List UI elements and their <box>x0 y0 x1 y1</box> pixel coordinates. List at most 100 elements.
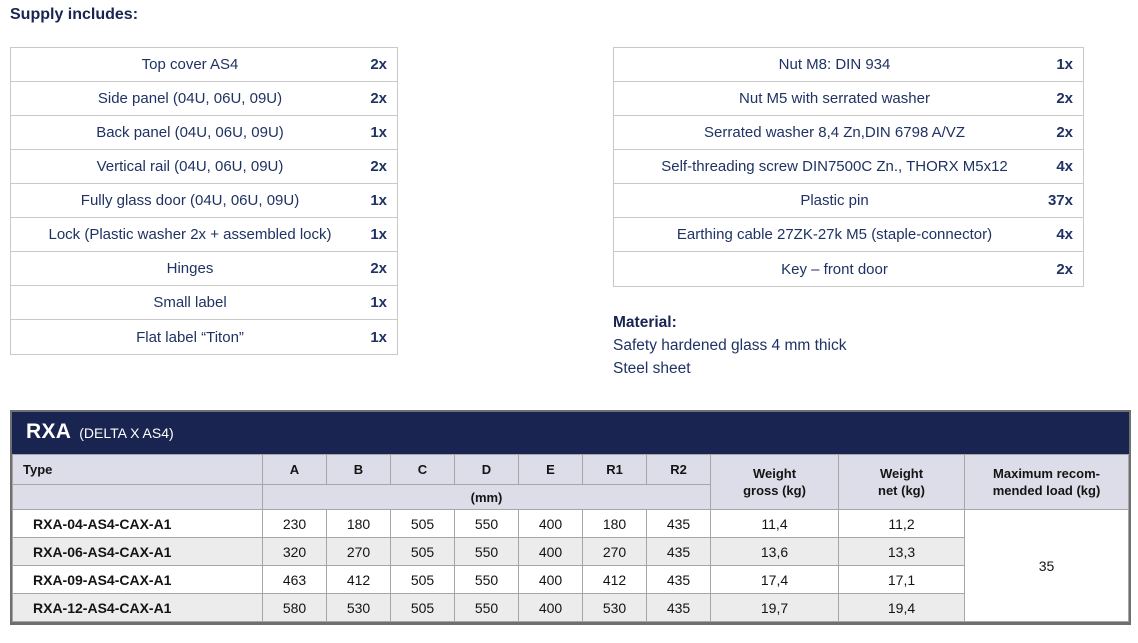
max-load-cell: 35 <box>964 509 1129 622</box>
table-row: RXA-06-AS4-CAX-A1 320 270 505 550 400 27… <box>12 537 1129 566</box>
type-cell: RXA-09-AS4-CAX-A1 <box>12 565 263 594</box>
supply-item-label: Vertical rail (04U, 06U, 09U) <box>96 158 284 175</box>
dim-cell: 320 <box>262 537 327 566</box>
dim-cell: 505 <box>390 537 455 566</box>
type-cell: RXA-12-AS4-CAX-A1 <box>12 593 263 622</box>
list-item: Hinges 2x <box>11 252 397 286</box>
dim-cell: 412 <box>326 565 391 594</box>
supply-item-label: Small label <box>153 294 227 311</box>
dim-cell: 550 <box>454 565 519 594</box>
supply-item-qty: 4x <box>1056 226 1073 243</box>
supply-item-label: Side panel (04U, 06U, 09U) <box>97 90 283 107</box>
supply-item-label: Nut M8: DIN 934 <box>778 56 891 73</box>
list-item: Small label 1x <box>11 286 397 320</box>
list-item: Serrated washer 8,4 Zn,DIN 6798 A/VZ 2x <box>614 116 1083 150</box>
weight-net-cell: 19,4 <box>838 593 965 622</box>
material-line: Safety hardened glass 4 mm thick <box>613 337 847 354</box>
table-row: RXA-04-AS4-CAX-A1 230 180 505 550 400 18… <box>12 509 1129 622</box>
weight-net-cell: 17,1 <box>838 565 965 594</box>
supply-item-label: Flat label “Titon” <box>136 328 244 346</box>
dim-cell: 505 <box>390 509 455 538</box>
dim-cell: 435 <box>646 593 711 622</box>
unit-label: (mm) <box>262 484 711 510</box>
supply-item-qty: 4x <box>1056 158 1073 175</box>
weight-gross-cell: 19,7 <box>710 593 839 622</box>
supply-item-label: Fully glass door (04U, 06U, 09U) <box>80 192 300 209</box>
supply-item-label: Hinges <box>166 260 214 277</box>
list-item: Lock (Plastic washer 2x + assembled lock… <box>11 218 397 252</box>
table-row: RXA-12-AS4-CAX-A1 580 530 505 550 400 53… <box>12 593 1129 622</box>
supply-item-qty: 2x <box>1056 90 1073 107</box>
list-item: Self-threading screw DIN7500C Zn., THORX… <box>614 150 1083 184</box>
supply-item-label: Serrated washer 8,4 Zn,DIN 6798 A/VZ <box>704 124 965 141</box>
supply-item-qty: 1x <box>1056 56 1073 73</box>
supply-item-qty: 1x <box>370 294 387 311</box>
weight-gross-cell: 17,4 <box>710 565 839 594</box>
weight-gross-cell: 13,6 <box>710 537 839 566</box>
dim-cell: 505 <box>390 593 455 622</box>
table-row: RXA-09-AS4-CAX-A1 463 412 505 550 400 41… <box>12 565 1129 594</box>
dim-cell: 400 <box>518 565 583 594</box>
col-header-d: D <box>454 454 519 485</box>
col-header-weight-gross: Weight gross (kg) <box>710 454 839 510</box>
col-header-r2: R2 <box>646 454 711 485</box>
dim-cell: 180 <box>326 509 391 538</box>
supply-item-label: Key – front door <box>781 260 888 278</box>
supply-item-label: Back panel (04U, 06U, 09U) <box>96 124 284 141</box>
dim-cell: 270 <box>582 537 647 566</box>
empty-cell <box>12 484 263 510</box>
list-item: Flat label “Titon” 1x <box>11 320 397 354</box>
list-item: Back panel (04U, 06U, 09U) 1x <box>11 116 397 150</box>
col-header-b: B <box>326 454 391 485</box>
list-item: Top cover AS4 2x <box>11 48 397 82</box>
list-item: Nut M8: DIN 934 1x <box>614 48 1083 82</box>
spec-table-title: RXA <box>26 420 72 443</box>
weight-net-cell: 13,3 <box>838 537 965 566</box>
col-header-r1: R1 <box>582 454 647 485</box>
dim-cell: 463 <box>262 565 327 594</box>
dim-cell: 530 <box>326 593 391 622</box>
supply-item-qty: 2x <box>370 90 387 107</box>
supply-item-qty: 1x <box>370 124 387 141</box>
col-header-e: E <box>518 454 583 485</box>
dim-cell: 400 <box>518 537 583 566</box>
dim-cell: 550 <box>454 537 519 566</box>
dim-cell: 270 <box>326 537 391 566</box>
col-header-type: Type <box>12 454 263 485</box>
spec-table-container: RXA (DELTA X AS4) Type A B C D E R1 R2 W… <box>10 410 1131 625</box>
supply-item-label: Self-threading screw DIN7500C Zn., THORX… <box>661 158 1008 175</box>
supply-item-qty: 2x <box>370 158 387 175</box>
dim-cell: 530 <box>582 593 647 622</box>
dim-cell: 580 <box>262 593 327 622</box>
dim-cell: 400 <box>518 509 583 538</box>
dim-cell: 180 <box>582 509 647 538</box>
dim-cell: 412 <box>582 565 647 594</box>
list-item: Fully glass door (04U, 06U, 09U) 1x <box>11 184 397 218</box>
dim-cell: 230 <box>262 509 327 538</box>
list-item: Vertical rail (04U, 06U, 09U) 2x <box>11 150 397 184</box>
dim-cell: 400 <box>518 593 583 622</box>
spec-table-title-bar: RXA (DELTA X AS4) <box>12 412 1129 454</box>
spec-table-subtitle: (DELTA X AS4) <box>79 425 174 441</box>
supply-item-label: Plastic pin <box>800 192 869 209</box>
list-item: Earthing cable 27ZK-27k M5 (staple-conne… <box>614 218 1083 252</box>
col-header-max-load: Maximum recom- mended load (kg) <box>964 454 1129 510</box>
supply-item-label: Top cover AS4 <box>141 56 239 73</box>
supply-item-label: Lock (Plastic washer 2x + assembled lock… <box>48 226 332 243</box>
supply-item-qty: 1x <box>370 226 387 243</box>
spec-table: Type A B C D E R1 R2 Weight gross (kg) W… <box>12 454 1129 622</box>
supply-list-right: Nut M8: DIN 934 1x Nut M5 with serrated w… <box>613 47 1084 287</box>
supply-includes-heading: Supply includes: <box>10 6 139 23</box>
material-heading: Material: <box>613 314 677 331</box>
supply-item-qty: 2x <box>1056 124 1073 141</box>
dim-cell: 435 <box>646 537 711 566</box>
material-line: Steel sheet <box>613 360 691 377</box>
col-header-a: A <box>262 454 327 485</box>
list-item: Plastic pin 37x <box>614 184 1083 218</box>
material-section: Material: Safety hardened glass 4 mm thi… <box>613 311 846 380</box>
supply-item-qty: 1x <box>370 328 387 346</box>
col-header-c: C <box>390 454 455 485</box>
list-item: Key – front door 2x <box>614 252 1083 286</box>
supply-item-qty: 1x <box>370 192 387 209</box>
type-cell: RXA-04-AS4-CAX-A1 <box>12 509 263 538</box>
